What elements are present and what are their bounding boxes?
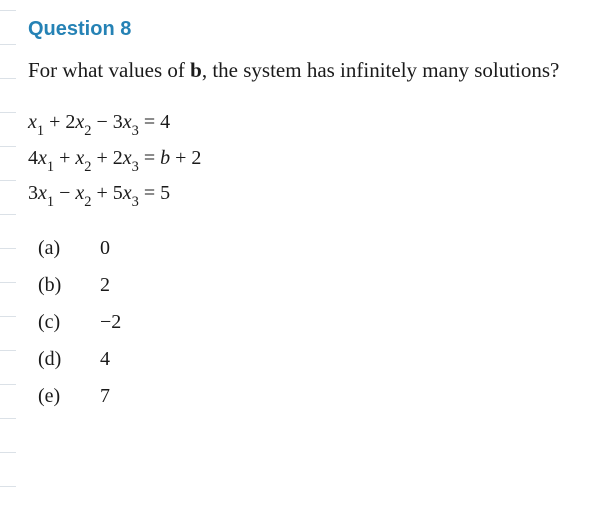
prompt-text-pre: For what values of: [28, 58, 190, 82]
option-label: (b): [38, 274, 100, 297]
option-c: (c) −2: [28, 311, 571, 334]
equation-1: x1 + 2x2 − 3x3 = 4: [28, 107, 571, 140]
option-a: (a) 0: [28, 237, 571, 260]
equation-3: 3x1 − x2 + 5x3 = 5: [28, 178, 571, 211]
option-label: (e): [38, 385, 100, 408]
option-value: −2: [100, 311, 121, 334]
option-label: (a): [38, 237, 100, 260]
prompt-variable: b: [190, 58, 202, 82]
prompt-text-post: , the system has infinitely many solutio…: [202, 58, 560, 82]
option-label: (c): [38, 311, 100, 334]
answer-options: (a) 0 (b) 2 (c) −2 (d) 4 (e) 7: [28, 237, 571, 408]
option-b: (b) 2: [28, 274, 571, 297]
option-value: 7: [100, 385, 110, 408]
option-label: (d): [38, 348, 100, 371]
option-d: (d) 4: [28, 348, 571, 371]
question-prompt: For what values of b, the system has inf…: [28, 55, 571, 85]
question-container: Question 8 For what values of b, the sys…: [0, 0, 599, 442]
option-value: 2: [100, 274, 110, 297]
option-e: (e) 7: [28, 385, 571, 408]
option-value: 0: [100, 237, 110, 260]
option-value: 4: [100, 348, 110, 371]
question-title: Question 8: [28, 18, 571, 41]
equation-system: x1 + 2x2 − 3x3 = 4 4x1 + x2 + 2x3 = b + …: [28, 107, 571, 211]
equation-2: 4x1 + x2 + 2x3 = b + 2: [28, 143, 571, 176]
